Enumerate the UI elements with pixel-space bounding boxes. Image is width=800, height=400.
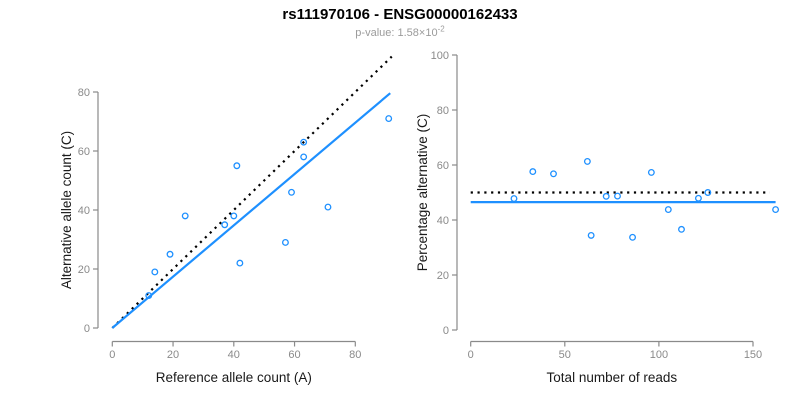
data-point — [233, 162, 241, 170]
data-point — [629, 233, 637, 241]
y-tick-label: 0 — [84, 323, 90, 335]
data-point — [324, 203, 332, 211]
data-point — [385, 115, 393, 122]
y-tick-label: 60 — [437, 160, 449, 172]
data-point — [236, 259, 244, 267]
x-tick-label: 150 — [744, 349, 762, 361]
x-axis-label: Reference allele count (A) — [156, 370, 312, 385]
data-point — [288, 188, 295, 196]
data-point — [704, 189, 712, 196]
pvalue-exponent: -2 — [437, 24, 445, 34]
data-point — [678, 225, 685, 233]
data-point — [664, 206, 672, 213]
x-tick-label: 0 — [468, 349, 474, 361]
y-axis-label: Alternative allele count (C) — [59, 131, 74, 289]
y-tick-label: 80 — [78, 87, 90, 99]
x-tick-label: 100 — [650, 349, 668, 361]
data-point — [166, 250, 174, 258]
fit-line — [111, 92, 391, 329]
y-tick-label: 0 — [443, 325, 449, 337]
data-point — [281, 238, 289, 246]
data-point — [647, 168, 655, 176]
x-tick-label: 50 — [559, 349, 571, 361]
data-point — [550, 170, 557, 178]
data-point — [529, 168, 537, 176]
y-tick-label: 20 — [437, 270, 449, 282]
data-point — [145, 292, 153, 299]
data-point — [151, 268, 159, 276]
data-point — [614, 192, 621, 200]
y-tick-label: 20 — [78, 264, 90, 276]
x-tick-label: 20 — [167, 349, 179, 361]
y-axis-label: Percentage alternative (C) — [415, 114, 430, 272]
data-point — [583, 157, 591, 165]
data-point — [300, 153, 308, 161]
data-point — [587, 231, 595, 239]
chart-title: rs111970106 - ENSG00000162433 — [282, 6, 518, 23]
pvalue-text: p-value: 1.58×10 — [355, 27, 438, 39]
data-point — [772, 206, 780, 213]
y-tick-label: 40 — [437, 215, 449, 227]
identity-line — [111, 55, 393, 329]
data-point — [300, 138, 308, 146]
data-point — [230, 212, 238, 220]
y-tick-label: 80 — [437, 105, 449, 117]
y-tick-label: 100 — [431, 50, 449, 62]
y-tick-label: 40 — [78, 205, 90, 217]
data-point — [221, 221, 229, 229]
x-tick-label: 0 — [109, 349, 115, 361]
chart-subtitle: p-value: 1.58×10-2 — [0, 24, 800, 39]
x-tick-label: 60 — [288, 349, 300, 361]
data-point — [602, 192, 610, 200]
y-tick-label: 60 — [78, 146, 90, 158]
x-tick-label: 40 — [228, 349, 240, 361]
x-axis-label: Total number of reads — [547, 370, 678, 385]
data-point — [181, 212, 189, 220]
data-point — [510, 195, 518, 202]
data-point — [694, 194, 702, 202]
x-tick-label: 80 — [349, 349, 361, 361]
